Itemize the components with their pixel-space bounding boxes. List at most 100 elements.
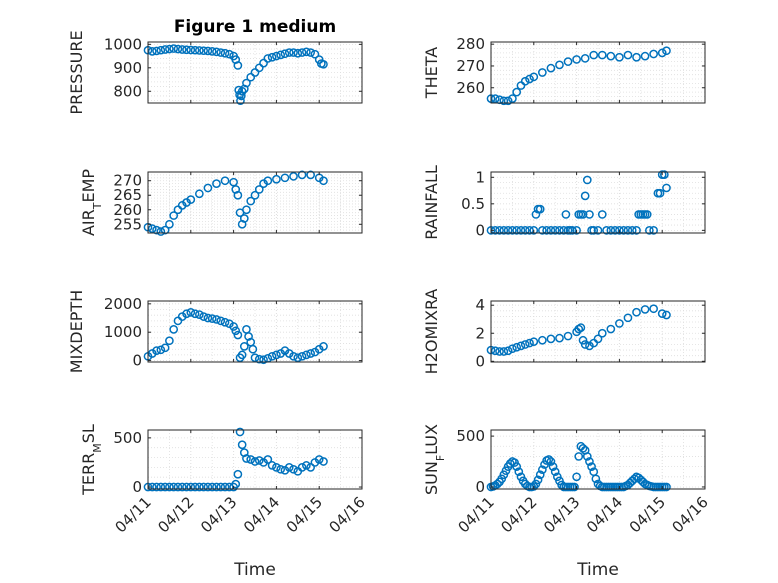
- data-point: [490, 346, 500, 356]
- data-point: [177, 482, 187, 492]
- data-point: [499, 347, 509, 356]
- axes-box: [490, 171, 706, 234]
- data-point: [623, 50, 633, 60]
- data-point: [306, 48, 315, 57]
- data-point: [580, 53, 590, 63]
- data-point: [572, 472, 581, 482]
- data-point: [659, 170, 669, 180]
- data-point: [297, 170, 307, 180]
- data-point: [302, 461, 311, 470]
- ylabel-rest: EMP: [79, 169, 98, 203]
- data-point: [531, 210, 541, 219]
- data-point: [203, 183, 213, 193]
- data-point: [657, 309, 667, 318]
- y-axis-label: THETA: [422, 47, 441, 99]
- data-point: [520, 340, 530, 349]
- data-point: [520, 76, 530, 86]
- data-point: [529, 225, 539, 235]
- data-point: [212, 482, 221, 492]
- data-point: [632, 52, 641, 62]
- data-point: [572, 225, 581, 235]
- data-point: [242, 205, 251, 215]
- axes-sun_flux: 0 500 04/11 04/12 04/13 04/14 04/15 04/16 Time: [455, 427, 712, 580]
- data-point: [212, 315, 221, 324]
- data-point: [152, 46, 161, 56]
- data-point: [597, 50, 607, 60]
- axes-box: [147, 300, 363, 363]
- data-point: [516, 341, 526, 351]
- data-point: [649, 49, 658, 59]
- data-point: [220, 176, 230, 186]
- data-point: [195, 46, 204, 55]
- data-point: [231, 479, 241, 489]
- data-point: [289, 351, 298, 361]
- y-axis-label: H2OMIXRA: [422, 289, 441, 375]
- data-point: [561, 210, 571, 219]
- axes-box: [490, 41, 706, 104]
- y-axis-label: AIRTEMP: [79, 169, 104, 236]
- data-point: [267, 52, 277, 62]
- data-point: [623, 225, 633, 235]
- data-point: [610, 225, 620, 235]
- data-point: [632, 225, 641, 235]
- data-point: [589, 50, 599, 60]
- x-tick-label: 04/16: [669, 493, 712, 536]
- data-point: [578, 443, 588, 453]
- data-point: [246, 196, 256, 206]
- data-point: [495, 225, 504, 235]
- data-point: [160, 482, 170, 492]
- data-point: [233, 190, 243, 200]
- data-point: [546, 225, 556, 235]
- data-point: [242, 454, 251, 463]
- y-tick-label: 500: [113, 429, 142, 447]
- data-point: [525, 338, 534, 348]
- data-point: [254, 354, 264, 364]
- data-point: [503, 346, 513, 356]
- data-point: [203, 46, 213, 56]
- data-point: [302, 47, 311, 57]
- data-point: [216, 48, 226, 57]
- data-point: [233, 469, 243, 479]
- ylabel-subscript: F: [434, 455, 447, 461]
- data-point: [597, 328, 607, 338]
- y-tick-label: 800: [113, 82, 142, 100]
- data-point: [535, 204, 545, 214]
- data-point: [231, 326, 241, 336]
- data-point: [529, 337, 539, 347]
- data-point: [649, 225, 658, 235]
- data-point: [293, 48, 303, 58]
- data-point: [237, 86, 247, 96]
- data-point: [512, 462, 522, 471]
- data-point: [263, 455, 273, 464]
- data-point: [619, 225, 629, 235]
- data-point: [576, 323, 586, 332]
- x-tick-label: 04/11: [455, 493, 498, 536]
- data-point: [207, 314, 217, 323]
- y-tick-label: 280: [456, 35, 485, 53]
- y-axis-label: TERRMSL: [79, 424, 104, 496]
- data-point: [514, 467, 524, 477]
- data-point: [182, 482, 191, 492]
- data-point: [280, 49, 290, 59]
- data-point: [199, 312, 208, 321]
- data-point: [593, 225, 603, 235]
- data-point: [606, 225, 616, 235]
- axes-theta: 260 270 280: [456, 35, 706, 106]
- ylabel-rest: SL: [79, 424, 98, 443]
- y-axis-label: SUNFLUX: [422, 424, 447, 495]
- data-point: [314, 455, 324, 464]
- data-point: [152, 225, 161, 235]
- data-point: [585, 210, 594, 219]
- data-point: [177, 45, 187, 54]
- data-point: [319, 59, 328, 69]
- x-tick-label: 04/15: [283, 493, 326, 536]
- data-point: [165, 482, 174, 492]
- data-point: [289, 48, 298, 57]
- data-point: [512, 225, 522, 235]
- y-tick-label: 260: [456, 79, 485, 97]
- data-point: [508, 344, 517, 354]
- y-tick-label: 0: [132, 352, 142, 370]
- data-point: [642, 210, 652, 219]
- data-point: [632, 307, 641, 317]
- data-point: [182, 309, 191, 319]
